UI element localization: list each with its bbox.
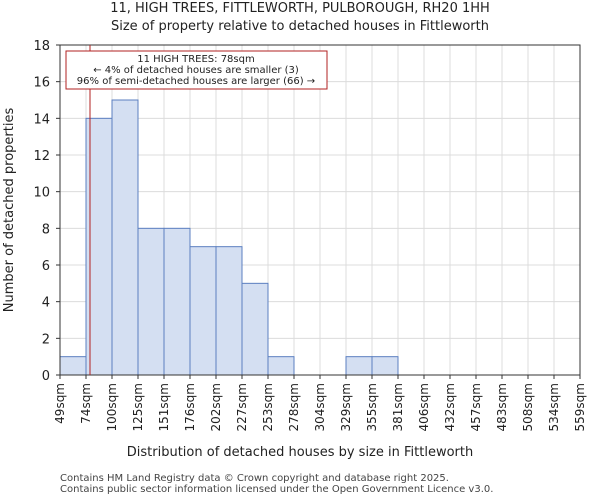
bar-202sqm: [215, 246, 243, 376]
annotation-line-1: 11 HIGH TREES: 78sqm: [137, 54, 254, 65]
footer-licence: Contains public sector information licen…: [60, 484, 494, 495]
x-tick-label: 406sqm: [417, 383, 431, 431]
x-tick-label: 278sqm: [287, 383, 301, 431]
x-tick-label: 432sqm: [443, 383, 457, 431]
annotation-line-2: ← 4% of detached houses are smaller (3): [93, 65, 299, 76]
bar-100sqm: [111, 99, 139, 376]
bar-355sqm: [371, 356, 399, 376]
bar-253sqm: [267, 356, 295, 376]
x-tick-label: 202sqm: [209, 383, 223, 431]
x-tick-label: 49sqm: [53, 383, 67, 424]
bar-176sqm: [189, 246, 217, 376]
x-tick-label: 534sqm: [547, 383, 561, 431]
x-tick-label: 508sqm: [521, 383, 535, 431]
y-tick-label: 10: [33, 186, 50, 201]
y-tick-label: 0: [42, 369, 50, 384]
bar-227sqm: [241, 282, 269, 376]
bar-329sqm: [345, 356, 373, 376]
y-tick-label: 18: [33, 39, 50, 54]
x-tick-label: 457sqm: [469, 383, 483, 431]
x-tick-labels: 49sqm 74sqm 100sqm 125sqm 151sqm 176sqm 202sqm…: [53, 375, 587, 431]
x-tick-label: 329sqm: [339, 383, 353, 431]
y-tick-label: 6: [42, 259, 50, 274]
y-tick-label: 4: [42, 296, 50, 311]
x-tick-label: 125sqm: [131, 383, 145, 431]
x-tick-label: 100sqm: [105, 383, 119, 431]
bar-151sqm: [163, 227, 191, 376]
x-tick-label: 74sqm: [79, 383, 93, 424]
y-tick-labels: 0 2 4 6 8 10 12 14 16 18: [33, 39, 60, 384]
y-tick-label: 12: [33, 149, 50, 164]
y-tick-label: 14: [33, 112, 50, 127]
y-tick-label: 16: [33, 76, 50, 91]
plot-frame: [59, 44, 581, 376]
bar-49sqm: [59, 356, 87, 376]
x-tick-label: 355sqm: [365, 383, 379, 431]
y-axis-label: Number of detached properties: [2, 108, 17, 313]
x-axis-label: Distribution of detached houses by size …: [127, 445, 473, 460]
x-tick-label: 253sqm: [261, 383, 275, 431]
chart-subtitle: Size of property relative to detached ho…: [111, 19, 489, 34]
annotation-line-3: 96% of semi-detached houses are larger (…: [77, 76, 315, 87]
bar-125sqm: [137, 227, 165, 376]
x-tick-label: 227sqm: [235, 383, 249, 431]
y-tick-label: 2: [42, 332, 50, 347]
x-tick-label: 483sqm: [495, 383, 509, 431]
x-tick-label: 304sqm: [313, 383, 327, 431]
x-tick-label: 381sqm: [391, 383, 405, 431]
chart-title: 11, HIGH TREES, FITTLEWORTH, PULBOROUGH,…: [110, 1, 490, 16]
bars: [59, 99, 399, 376]
annotation-box: 11 HIGH TREES: 78sqm ← 4% of detached ho…: [65, 50, 328, 90]
annotation-frame: [65, 50, 328, 90]
y-tick-label: 8: [42, 222, 50, 237]
x-tick-label: 151sqm: [157, 383, 171, 431]
x-tick-label: 559sqm: [573, 383, 587, 431]
x-tick-label: 176sqm: [183, 383, 197, 431]
footer-copyright: Contains HM Land Registry data © Crown c…: [60, 473, 449, 484]
